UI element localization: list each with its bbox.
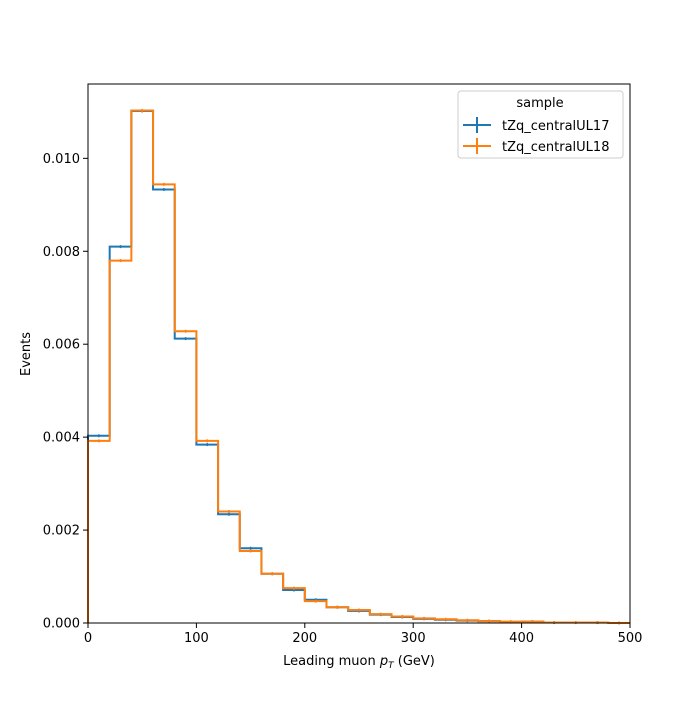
x-tick-label: 0 — [84, 631, 92, 646]
x-axis: 0 100 200 300 400 500 — [84, 623, 643, 646]
y-tick-label: 0.000 — [43, 617, 80, 632]
x-axis-label: Leading muon pT (GeV) — [283, 654, 435, 671]
series-line — [87, 109, 630, 624]
y-axis: 0.000 0.002 0.004 0.006 0.008 0.010 — [43, 152, 88, 632]
y-tick-label: 0.006 — [43, 338, 80, 353]
series-tZq_centralUL18 — [87, 108, 630, 625]
plot-frame — [87, 83, 631, 624]
legend: sample tZq_centralUL17 tZq_centralUL18 — [457, 90, 624, 159]
x-tick-label: 200 — [292, 631, 317, 646]
x-tick-label: 100 — [184, 631, 209, 646]
legend-label-ul17: tZq_centralUL17 — [502, 119, 609, 134]
x-tick-label: 500 — [618, 631, 643, 646]
legend-label-ul18: tZq_centralUL18 — [502, 140, 609, 155]
y-tick-label: 0.010 — [43, 152, 80, 167]
x-tick-label: 300 — [401, 631, 426, 646]
x-tick-label: 400 — [509, 631, 534, 646]
y-tick-label: 0.002 — [43, 524, 80, 539]
legend-box — [457, 90, 624, 159]
series-line — [87, 109, 630, 624]
legend-entry-ul18: tZq_centralUL18 — [463, 138, 609, 155]
legend-title: sample — [516, 96, 563, 111]
y-tick-label: 0.004 — [43, 431, 80, 446]
y-axis-label: Events — [19, 332, 34, 376]
legend-entry-ul17: tZq_centralUL17 — [463, 117, 609, 134]
series-layer — [87, 108, 630, 625]
y-tick-label: 0.008 — [43, 245, 80, 260]
series-tZq_centralUL17 — [87, 109, 630, 625]
